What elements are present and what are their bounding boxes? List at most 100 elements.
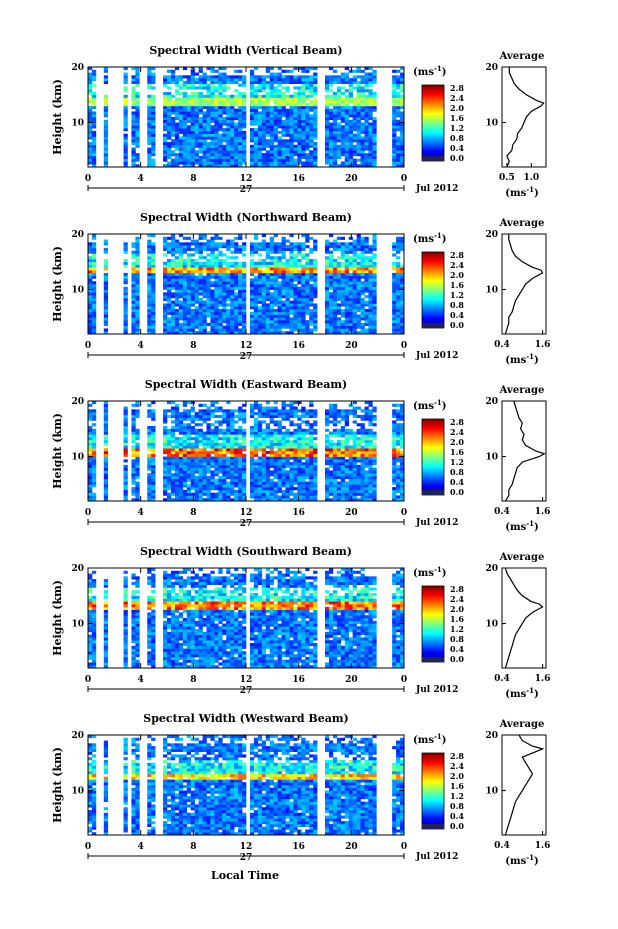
heatmap-cell <box>400 139 405 143</box>
heatmap-cell <box>88 414 93 418</box>
heatmap-cell <box>163 105 168 109</box>
heatmap-cell <box>170 108 176 112</box>
heatmap-cell <box>249 462 255 466</box>
heatmap-cell <box>257 272 263 276</box>
heatmap-cell <box>151 164 156 168</box>
heatmap-cell <box>170 445 176 449</box>
heatmap-cell <box>218 420 223 424</box>
colorbar-tick-label: 0.0 <box>450 153 464 163</box>
heatmap-cell <box>301 136 306 140</box>
heatmap-cell <box>123 431 128 435</box>
heatmap-cell <box>178 261 184 265</box>
heatmap-cell <box>325 78 330 82</box>
heatmap-cell <box>281 139 286 143</box>
heatmap-cell <box>186 94 191 98</box>
heatmap-cell <box>269 295 274 299</box>
heatmap-cell <box>147 445 152 449</box>
heatmap-cell <box>194 498 199 502</box>
heatmap-cell <box>352 289 357 293</box>
heatmap-cell <box>340 119 346 123</box>
heatmap-cell <box>167 153 172 157</box>
heatmap-cell <box>194 114 199 118</box>
heatmap-cell <box>289 114 294 118</box>
heatmap-cell <box>206 153 211 157</box>
heatmap-cell <box>400 105 405 109</box>
heatmap-cell <box>198 133 203 137</box>
heatmap-cell <box>103 311 109 315</box>
heatmap-cell <box>332 105 338 109</box>
heatmap-cell <box>174 331 180 335</box>
heatmap-cell <box>214 122 219 126</box>
heatmap-cell <box>344 286 349 290</box>
heatmap-cell <box>131 122 136 126</box>
heatmap-cell <box>226 445 231 449</box>
heatmap-cell <box>214 328 219 332</box>
heatmap-cell <box>214 108 219 112</box>
heatmap-cell <box>88 484 93 488</box>
heatmap-cell <box>372 155 377 159</box>
heatmap-cell <box>281 114 286 118</box>
heatmap-cell <box>340 309 346 313</box>
heatmap-cell <box>313 292 318 296</box>
heatmap-cell <box>163 311 168 315</box>
heatmap-cell <box>230 414 235 418</box>
heatmap-cell <box>103 144 109 148</box>
heatmap-cell <box>234 128 239 132</box>
heatmap-cell <box>309 297 314 301</box>
heatmap-cell <box>214 278 219 282</box>
heatmap-cell <box>234 476 239 480</box>
heatmap-cell <box>400 158 405 162</box>
heatmap-cell <box>91 133 97 137</box>
heatmap-cell <box>170 119 176 123</box>
heatmap-cell <box>206 286 211 290</box>
heatmap-cell <box>170 428 176 432</box>
heatmap-cell <box>91 75 97 79</box>
heatmap-cell <box>194 431 199 435</box>
heatmap-cell <box>214 292 219 296</box>
heatmap-cell <box>222 481 227 485</box>
heatmap-cell <box>190 459 195 463</box>
heatmap-cell <box>198 158 203 162</box>
heatmap-cell <box>372 78 377 82</box>
heatmap-cell <box>344 100 349 104</box>
heatmap-cell <box>214 125 219 129</box>
heatmap-cell <box>309 303 314 307</box>
heatmap-cell <box>151 297 156 301</box>
heatmap-cell <box>190 431 195 435</box>
heatmap-cell <box>257 281 263 285</box>
heatmap-cell <box>273 103 278 107</box>
heatmap-cell <box>265 242 270 246</box>
heatmap-cell <box>273 139 278 143</box>
heatmap-cell <box>249 295 255 299</box>
heatmap-cell <box>218 111 223 115</box>
heatmap-cell <box>163 462 168 466</box>
heatmap-cell <box>344 133 349 137</box>
heatmap-cell <box>293 320 298 324</box>
heatmap-cell <box>309 89 314 93</box>
heatmap-cell <box>91 478 97 482</box>
heatmap-cell <box>163 451 168 455</box>
heatmap-cell <box>348 331 353 335</box>
heatmap-cell <box>163 242 168 246</box>
heatmap-cell <box>194 111 199 115</box>
heatmap-cell <box>364 317 369 321</box>
heatmap-cell <box>151 317 156 321</box>
heatmap-cell <box>281 270 286 274</box>
heatmap-cell <box>178 495 184 499</box>
heatmap-cell <box>313 314 318 318</box>
heatmap-cell <box>167 75 172 79</box>
heatmap-cell <box>289 284 294 288</box>
heatmap-cell <box>281 92 286 96</box>
heatmap-cell <box>242 300 247 304</box>
heatmap-cell <box>103 275 109 279</box>
heatmap-cell <box>242 442 247 446</box>
heatmap-cell <box>289 158 294 162</box>
heatmap-cell <box>277 297 282 301</box>
heatmap-cell <box>297 320 302 324</box>
heatmap-cell <box>257 414 263 418</box>
heatmap-cell <box>293 86 298 90</box>
heatmap-cell <box>194 467 199 471</box>
heatmap-cell <box>396 75 401 79</box>
heatmap-cell <box>210 311 215 315</box>
heatmap-cell <box>301 119 306 123</box>
